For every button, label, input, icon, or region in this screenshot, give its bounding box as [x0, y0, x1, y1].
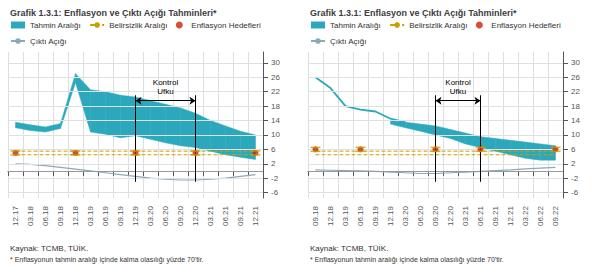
svg-text:09.18: 09.18 [311, 205, 320, 226]
svg-text:10: 10 [571, 130, 580, 139]
svg-text:06.20: 06.20 [161, 205, 170, 226]
svg-text:12.20: 12.20 [446, 205, 455, 226]
svg-text:Grafik 1.3.1: Enflasyon ve Çık: Grafik 1.3.1: Enflasyon ve Çıktı Açığı T… [10, 8, 217, 18]
svg-text:26: 26 [271, 73, 280, 82]
svg-text:09.22: 09.22 [551, 205, 560, 226]
svg-text:12.18: 12.18 [326, 205, 335, 226]
svg-text:2: 2 [571, 159, 576, 168]
svg-text:18: 18 [571, 102, 580, 111]
svg-text:18: 18 [271, 102, 280, 111]
svg-text:03.20: 03.20 [401, 205, 410, 226]
svg-text:-2: -2 [271, 174, 279, 183]
svg-text:03.19: 03.19 [86, 205, 95, 226]
svg-text:14: 14 [571, 116, 580, 125]
svg-text:30: 30 [271, 58, 280, 67]
svg-text:Enflasyon Hedefleri: Enflasyon Hedefleri [491, 21, 561, 30]
svg-text:22: 22 [571, 87, 580, 96]
svg-text:12.17: 12.17 [11, 205, 20, 226]
svg-text:09.20: 09.20 [431, 205, 440, 226]
svg-text:12.19: 12.19 [386, 205, 395, 226]
svg-text:03.20: 03.20 [146, 205, 155, 226]
svg-text:6: 6 [271, 145, 276, 154]
svg-text:06.20: 06.20 [416, 205, 425, 226]
svg-text:Kontrol: Kontrol [445, 78, 471, 87]
svg-text:30: 30 [571, 58, 580, 67]
svg-text:09.19: 09.19 [116, 205, 125, 226]
svg-text:Enflasyon Hedefleri: Enflasyon Hedefleri [191, 21, 261, 30]
svg-text:03.21: 03.21 [461, 205, 470, 226]
svg-text:03.22: 03.22 [521, 205, 530, 226]
svg-text:-2: -2 [571, 174, 579, 183]
svg-text:09.18: 09.18 [56, 205, 65, 226]
svg-text:09.21: 09.21 [236, 205, 245, 226]
svg-text:2: 2 [271, 159, 276, 168]
svg-text:* Enflasyonun tahmin aralığı i: * Enflasyonun tahmin aralığı içinde kalm… [310, 256, 504, 264]
svg-text:Tahmin Aralığı: Tahmin Aralığı [30, 21, 81, 30]
svg-text:03.18: 03.18 [26, 205, 35, 226]
svg-text:06.19: 06.19 [356, 205, 365, 226]
svg-text:Çıktı Açığı: Çıktı Açığı [30, 37, 66, 46]
svg-text:Ufku: Ufku [450, 87, 466, 96]
svg-text:26: 26 [571, 73, 580, 82]
svg-text:12.21: 12.21 [506, 205, 515, 226]
svg-text:Belirsizlik Aralığı: Belirsizlik Aralığı [409, 21, 467, 30]
svg-text:03.19: 03.19 [341, 205, 350, 226]
svg-text:12.20: 12.20 [191, 205, 200, 226]
svg-text:6: 6 [571, 145, 576, 154]
svg-text:09.19: 09.19 [371, 205, 380, 226]
svg-text:Belirsizlik Aralığı: Belirsizlik Aralığı [109, 21, 167, 30]
svg-text:Tahmin Aralığı: Tahmin Aralığı [330, 21, 381, 30]
svg-text:-6: -6 [571, 188, 579, 197]
svg-text:12.21: 12.21 [251, 205, 260, 226]
svg-text:03.21: 03.21 [206, 205, 215, 226]
svg-text:06.21: 06.21 [221, 205, 230, 226]
svg-text:06.19: 06.19 [101, 205, 110, 226]
svg-text:09.21: 09.21 [491, 205, 500, 226]
svg-text:06.22: 06.22 [536, 205, 545, 226]
svg-text:Kaynak: TCMB, TÜİK.: Kaynak: TCMB, TÜİK. [10, 244, 88, 253]
svg-text:22: 22 [271, 87, 280, 96]
svg-text:Kontrol: Kontrol [153, 78, 179, 87]
svg-text:06.21: 06.21 [476, 205, 485, 226]
svg-text:12.19: 12.19 [131, 205, 140, 226]
svg-text:Çıktı Açığı: Çıktı Açığı [330, 37, 366, 46]
svg-text:Ufku: Ufku [157, 87, 173, 96]
svg-text:10: 10 [271, 130, 280, 139]
svg-text:Kaynak: TCMB, TÜİK.: Kaynak: TCMB, TÜİK. [310, 244, 388, 253]
svg-text:* Enflasyonun tahmin aralığı i: * Enflasyonun tahmin aralığı içinde kalm… [10, 256, 204, 264]
svg-text:Grafik 1.3.1: Enflasyon ve Çık: Grafik 1.3.1: Enflasyon ve Çıktı Açığı T… [310, 8, 517, 18]
svg-text:12.18: 12.18 [71, 205, 80, 226]
svg-text:-6: -6 [271, 188, 279, 197]
svg-text:06.18: 06.18 [41, 205, 50, 226]
svg-text:14: 14 [271, 116, 280, 125]
svg-text:09.20: 09.20 [176, 205, 185, 226]
